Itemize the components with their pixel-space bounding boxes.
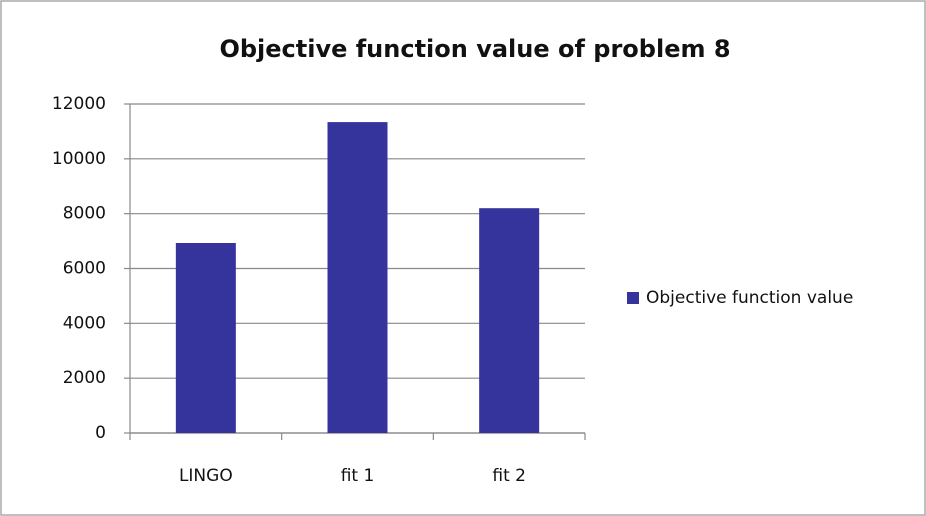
- y-tick-label: 10000: [52, 149, 106, 169]
- x-tick-label: fit 2: [492, 466, 526, 486]
- y-tick-label: 12000: [52, 94, 106, 114]
- y-tick-label: 2000: [63, 368, 106, 388]
- bar: [327, 122, 388, 433]
- chart-title: Objective function value of problem 8: [219, 35, 730, 63]
- y-tick-label: 4000: [63, 313, 106, 333]
- y-tick-label: 8000: [63, 204, 106, 224]
- x-tick-label: fit 1: [341, 466, 375, 486]
- legend-label: Objective function value: [646, 288, 853, 308]
- bar: [479, 208, 540, 433]
- bar: [175, 243, 236, 433]
- y-tick-label: 0: [95, 423, 106, 443]
- y-tick-label: 6000: [63, 259, 106, 279]
- legend-swatch: [627, 292, 639, 304]
- x-tick-label: LINGO: [179, 466, 233, 486]
